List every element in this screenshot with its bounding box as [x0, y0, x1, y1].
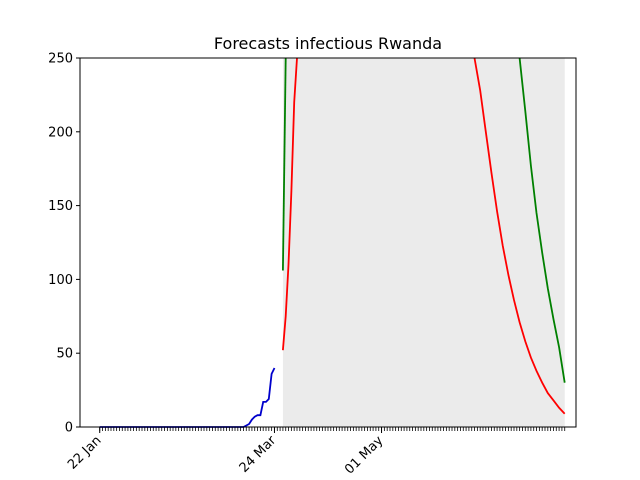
- y-tick-label: 0: [65, 421, 73, 436]
- y-tick-label: 50: [56, 347, 73, 362]
- series-0: [99, 367, 276, 428]
- series-1: [282, 57, 566, 415]
- forecast-band: [282, 58, 565, 427]
- y-tick-label: 250: [48, 52, 73, 67]
- series-2-line-0: [282, 57, 287, 271]
- series-0-line-0: [99, 367, 276, 428]
- series-1-line-1: [473, 57, 566, 415]
- plot-frame: [79, 57, 577, 428]
- y-tick-label: 100: [48, 273, 73, 288]
- series-1-line-0: [282, 57, 298, 351]
- series-2-line-1: [518, 57, 566, 383]
- chart-title: Forecasts infectious Rwanda: [214, 34, 442, 53]
- x-tick-label: 22 Jan: [65, 433, 104, 472]
- x-tick-label: 24 Mar: [237, 433, 280, 476]
- y-tick-label: 200: [48, 125, 73, 140]
- y-tick-label: 150: [48, 199, 73, 214]
- series-2: [282, 57, 566, 383]
- x-tick-label: 01 May: [342, 433, 386, 477]
